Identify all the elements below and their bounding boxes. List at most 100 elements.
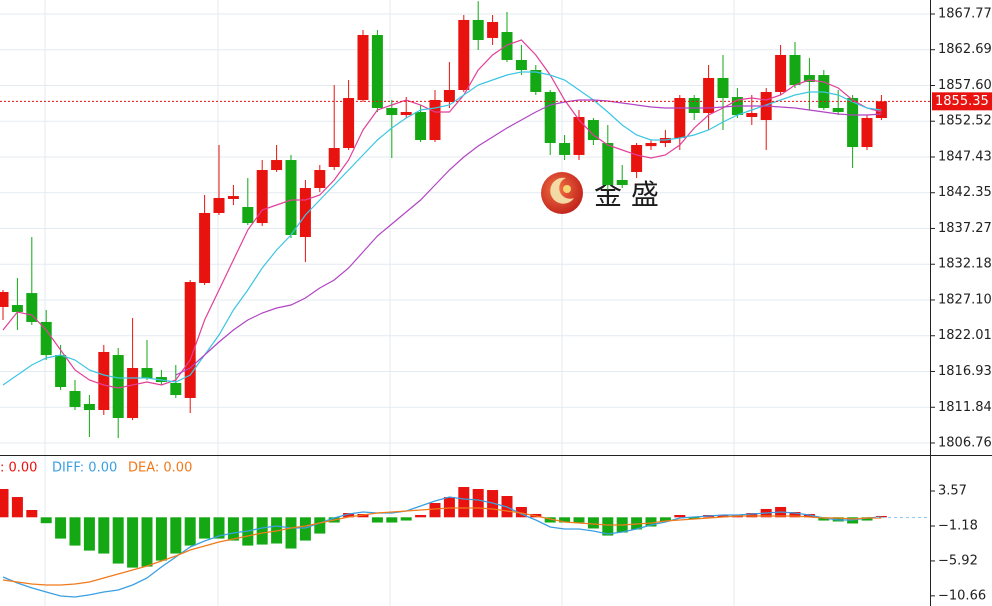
y-tick-label: 1857.60 [938,78,992,93]
moving-average-line [2,71,882,386]
candle-body [0,292,9,307]
candle-body [285,160,297,235]
macd-bar [789,511,801,518]
macd-bar [559,517,571,523]
macd-legend: : 0.00 DIFF: 0.00 DEA: 0.00 [0,461,192,476]
macd-bar [400,517,412,521]
macd-bar [415,515,427,518]
y-tick-label: −5.92 [938,553,978,568]
candle-body [487,22,499,38]
watermark: 金 盛 [541,172,659,214]
marks [0,1,930,598]
candle-body [415,112,427,140]
logo-swoosh [550,177,574,204]
y-tick-label: 3.57 [938,483,967,498]
macd-bar [141,517,153,567]
y-tick-label: 1867.77 [938,6,992,21]
y-tick-label: −1.18 [938,518,978,533]
macd-bar [127,517,139,568]
macd-bar [40,517,52,524]
y-tick-label: 1837.27 [938,221,992,236]
moving-average-line [2,39,882,389]
macd-bar [458,487,470,518]
candle-body [328,148,340,167]
candle-body [386,108,398,116]
macd-bar [659,517,671,522]
candle-body [357,35,369,100]
candle-body [472,19,484,41]
candle-body [69,391,81,407]
legend-macd: : 0.00 [0,461,37,476]
candle-body [98,351,110,410]
candle-body [803,75,815,82]
macd-line [2,507,882,586]
candle-body [83,403,95,410]
macd-bar [602,517,614,536]
candle-body [746,112,758,118]
candle-body [530,70,542,92]
macd-bar [314,517,326,534]
candle-body [213,198,225,213]
candle-body [127,368,139,419]
candle-body [861,117,873,148]
macd-bar [472,489,484,518]
y-tick-label: 1862.69 [938,42,992,57]
macd-bar [515,506,527,518]
macd-bar [818,517,830,521]
y-tick-label: −10.66 [938,588,986,603]
candle-body [458,19,470,91]
candle-body [299,188,311,238]
candle-body [587,120,599,140]
macd-bar [343,513,355,518]
macd-bar [861,517,873,521]
macd-bar [746,513,758,518]
candle-body [227,196,239,199]
macd-bar [875,515,887,518]
horizontal-grid [0,13,930,444]
macd-bar [199,517,211,539]
macd-bar [11,497,23,518]
last-price-box [932,92,992,111]
macd-bar [587,517,599,529]
candle-body [141,368,153,379]
axis: 1867.77 1862.69 1857.60 1852.52 1847.43 1842.… [930,6,992,603]
macd-bar [227,517,239,541]
y-tick-label: 1816.93 [938,364,992,379]
macd-bar [155,517,167,561]
candle-body [631,144,643,172]
candle-body [717,77,729,99]
macd-bar [717,515,729,518]
candle-body [242,207,254,224]
candle-body [703,77,715,113]
macd-bar [688,517,700,519]
macd-bar [386,517,398,523]
macd-bar [256,517,268,545]
candle-body [170,382,182,396]
macd-bar [429,503,441,518]
macd-bar [299,517,311,541]
y-tick-label: 1827.10 [938,292,992,307]
last-price-label: 1855.35 [935,94,989,109]
candle-body [26,293,38,322]
macd-bar [213,517,225,539]
macd-bar [184,517,196,546]
candle-body [112,355,124,419]
candle-body [199,212,211,284]
candle-body [515,59,527,71]
macd-bar [112,517,124,564]
candle-body [789,54,801,86]
candle-body [832,108,844,113]
macd-bar [170,517,182,554]
candle-body [573,117,585,155]
candle-body [371,35,383,109]
macd-bar [371,517,383,523]
candle-body [602,143,614,185]
candle-body [400,112,412,116]
y-tick-label: 1822.01 [938,328,992,343]
macd-bar [0,489,9,518]
macd-bar [98,517,110,554]
legend-dea: DEA: 0.00 [128,461,192,476]
macd-bar [674,515,686,518]
